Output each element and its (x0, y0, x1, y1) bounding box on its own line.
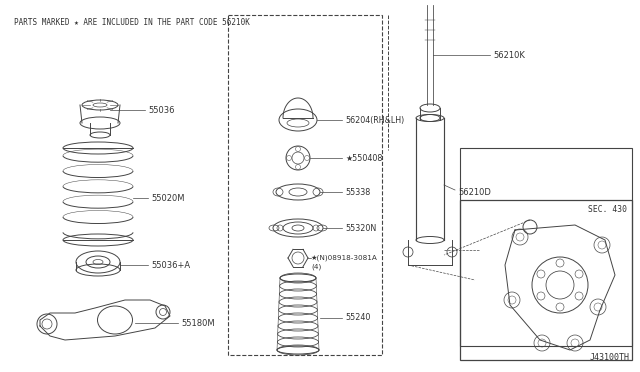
Text: 56210D: 56210D (458, 188, 491, 197)
Text: ★(N)08918-3081A: ★(N)08918-3081A (311, 255, 378, 261)
Bar (228, 15, 382, 355)
Text: 56204(RH&LH): 56204(RH&LH) (345, 115, 404, 125)
Text: SEC. 430: SEC. 430 (588, 205, 627, 214)
Text: 55036+A: 55036+A (151, 260, 190, 269)
Text: J43100TH: J43100TH (590, 353, 630, 362)
Bar (460, 200, 632, 360)
Text: 56210K: 56210K (493, 51, 525, 60)
Text: 55240: 55240 (345, 314, 371, 323)
Text: PARTS MARKED ★ ARE INCLUDED IN THE PART CODE 56210K: PARTS MARKED ★ ARE INCLUDED IN THE PART … (14, 18, 250, 27)
Text: 55180M: 55180M (181, 318, 214, 327)
Text: 55020M: 55020M (151, 193, 184, 202)
Text: 55338: 55338 (345, 187, 371, 196)
Text: 55036: 55036 (148, 106, 175, 115)
Text: ★550408: ★550408 (345, 154, 382, 163)
Text: (4): (4) (311, 264, 321, 270)
Text: 55320N: 55320N (345, 224, 376, 232)
Bar (460, 148, 632, 346)
